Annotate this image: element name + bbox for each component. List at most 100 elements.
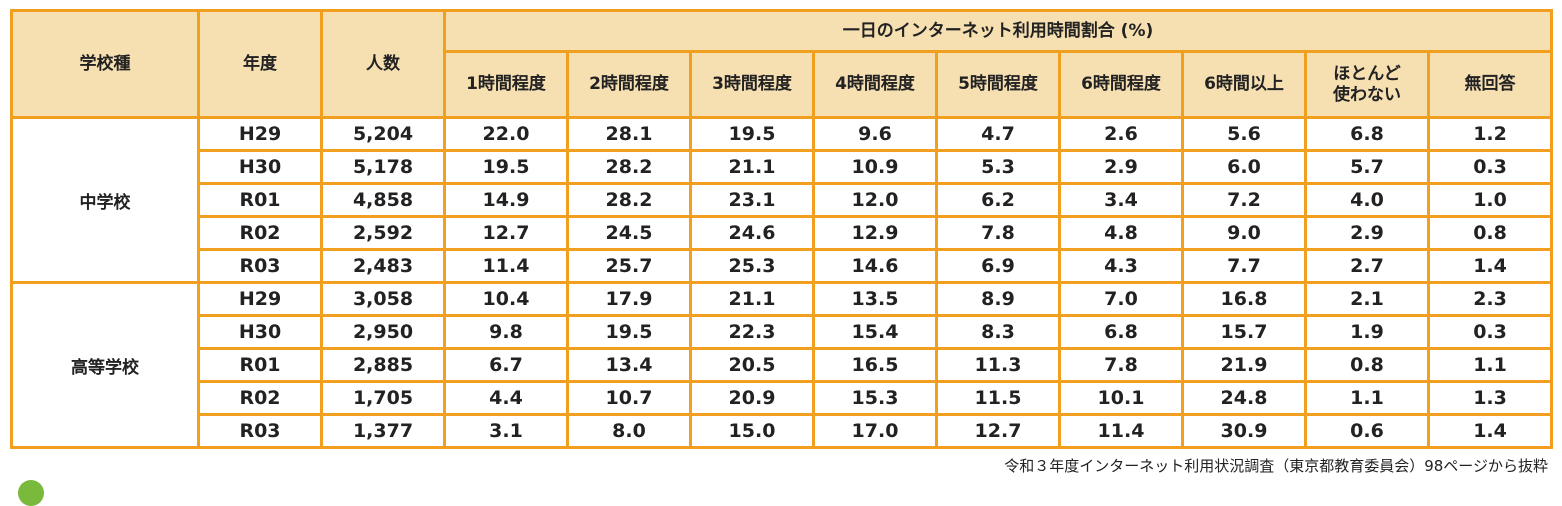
- count-cell: 4,858: [320, 182, 446, 218]
- sub-header-row: 1時間程度 2時間程度 3時間程度 4時間程度 5時間程度 6時間程度 6時間以上 ほとんど …: [12, 50, 1554, 119]
- percent-cell: 6.0: [1181, 149, 1307, 185]
- year-cell: R02: [197, 215, 323, 251]
- percent-cell: 14.9: [443, 182, 569, 218]
- percent-cell: 19.5: [443, 149, 569, 185]
- percent-cell: 22.0: [443, 116, 569, 152]
- percent-cell: 17.0: [812, 413, 938, 449]
- percent-cell: 21.1: [689, 149, 815, 185]
- table-row: 中学校 H29 5,204 22.0 28.1 19.5 9.6 4.7 2.6 5.6 6.8 1.…: [10, 116, 1554, 284]
- percent-cell: 2.6: [1058, 116, 1184, 152]
- percent-cell: 21.1: [689, 281, 815, 317]
- percent-cell: 13.5: [812, 281, 938, 317]
- header-school-type: 学校種: [10, 9, 200, 119]
- header-subcolumn: 6時間以上: [1181, 50, 1307, 119]
- percent-cell: 3.4: [1058, 182, 1184, 218]
- header-subcolumn: 1時間程度: [443, 50, 569, 119]
- percent-cell: 14.6: [812, 248, 938, 284]
- percent-cell: 4.8: [1058, 215, 1184, 251]
- percent-cell: 11.4: [1058, 413, 1184, 449]
- percent-cell: 6.2: [935, 182, 1061, 218]
- year-cell: H30: [197, 314, 323, 350]
- percent-cell: 4.3: [1058, 248, 1184, 284]
- header-usage-group: 一日のインターネット利用時間割合 (%): [442, 9, 1554, 53]
- count-cell: 1,377: [320, 413, 446, 449]
- count-cell: 1,705: [320, 380, 446, 416]
- percent-cell: 8.3: [935, 314, 1061, 350]
- percent-cell: 15.0: [689, 413, 815, 449]
- percent-cell: 19.5: [566, 314, 692, 350]
- table-row: 高等学校 H29 3,058 10.4 17.9 21.1 13.5 8.9 7.0 16.8 2.…: [10, 281, 1554, 449]
- percent-cell: 15.7: [1181, 314, 1307, 350]
- percent-cell: 2.9: [1304, 215, 1430, 251]
- percent-cell: 5.7: [1304, 149, 1430, 185]
- percent-cell: 1.0: [1426, 182, 1554, 218]
- percent-cell: 2.3: [1426, 281, 1554, 317]
- bullet-marker: [18, 480, 44, 506]
- year-cell: R01: [197, 182, 323, 218]
- percent-cell: 8.9: [935, 281, 1061, 317]
- count-cell: 5,204: [320, 116, 446, 152]
- percent-cell: 1.1: [1426, 347, 1554, 383]
- percent-cell: 28.2: [566, 182, 692, 218]
- percent-cell: 12.7: [443, 215, 569, 251]
- percent-cell: 6.9: [935, 248, 1061, 284]
- percent-cell: 2.7: [1304, 248, 1430, 284]
- percent-cell: 7.7: [1181, 248, 1307, 284]
- percent-cell: 1.4: [1426, 248, 1554, 284]
- percent-cell: 11.5: [935, 380, 1061, 416]
- table-row: H30 2,950 9.8 19.5 22.3 15.4 8.3 6.8 15.7 1.9 0.3: [12, 314, 1554, 350]
- percent-cell: 4.4: [443, 380, 569, 416]
- header-subcolumn: 2時間程度: [566, 50, 692, 119]
- percent-cell: 12.7: [935, 413, 1061, 449]
- percent-cell: 1.2: [1426, 116, 1554, 152]
- percent-cell: 1.1: [1304, 380, 1430, 416]
- percent-cell: 0.3: [1426, 149, 1554, 185]
- percent-cell: 28.2: [566, 149, 692, 185]
- percent-cell: 5.6: [1181, 116, 1307, 152]
- percent-cell: 30.9: [1181, 413, 1307, 449]
- percent-cell: 3.1: [443, 413, 569, 449]
- percent-cell: 9.6: [812, 116, 938, 152]
- percent-cell: 16.8: [1181, 281, 1307, 317]
- year-cell: R03: [197, 413, 323, 449]
- percent-cell: 7.2: [1181, 182, 1307, 218]
- percent-cell: 5.3: [935, 149, 1061, 185]
- percent-cell: 10.4: [443, 281, 569, 317]
- percent-cell: 7.8: [935, 215, 1061, 251]
- percent-cell: 15.4: [812, 314, 938, 350]
- table-row: R03 2,483 11.4 25.7 25.3 14.6 6.9 4.3 7.7 2.7 1.4: [12, 248, 1554, 284]
- school-type-cell: 高等学校: [10, 281, 200, 449]
- table-row: R01 4,858 14.9 28.2 23.1 12.0 6.2 3.4 7.2 4.0 1.0: [12, 182, 1554, 218]
- percent-cell: 1.3: [1426, 380, 1554, 416]
- year-cell: R03: [197, 248, 323, 284]
- header-subcolumn: 3時間程度: [689, 50, 815, 119]
- table-row: R03 1,377 3.1 8.0 15.0 17.0 12.7 11.4 30.9 0.6 1.4: [12, 413, 1554, 449]
- percent-cell: 1.4: [1426, 413, 1554, 449]
- header-subcolumn: 無回答: [1426, 50, 1554, 119]
- percent-cell: 10.9: [812, 149, 938, 185]
- percent-cell: 24.6: [689, 215, 815, 251]
- count-cell: 2,950: [320, 314, 446, 350]
- year-cell: R02: [197, 380, 323, 416]
- percent-cell: 21.9: [1181, 347, 1307, 383]
- percent-cell: 2.9: [1058, 149, 1184, 185]
- percent-cell: 24.5: [566, 215, 692, 251]
- percent-cell: 25.3: [689, 248, 815, 284]
- percent-cell: 13.4: [566, 347, 692, 383]
- percent-cell: 4.0: [1304, 182, 1430, 218]
- percent-cell: 7.0: [1058, 281, 1184, 317]
- percent-cell: 16.5: [812, 347, 938, 383]
- percent-cell: 11.4: [443, 248, 569, 284]
- percent-cell: 25.7: [566, 248, 692, 284]
- percent-cell: 6.7: [443, 347, 569, 383]
- percent-cell: 0.8: [1304, 347, 1430, 383]
- school-type-cell: 中学校: [10, 116, 200, 284]
- percent-cell: 7.8: [1058, 347, 1184, 383]
- percent-cell: 9.0: [1181, 215, 1307, 251]
- count-cell: 2,592: [320, 215, 446, 251]
- header-subcolumn: 6時間程度: [1058, 50, 1184, 119]
- percent-cell: 19.5: [689, 116, 815, 152]
- header-subcolumn: 4時間程度: [812, 50, 938, 119]
- table-row: H30 5,178 19.5 28.2 21.1 10.9 5.3 2.9 6.0 5.7 0.3: [12, 149, 1554, 185]
- percent-cell: 0.8: [1426, 215, 1554, 251]
